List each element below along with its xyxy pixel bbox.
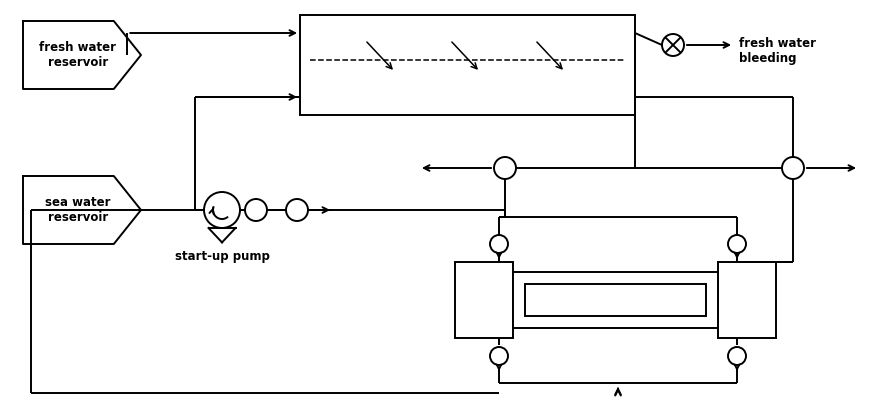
Text: sea water
reservoir: sea water reservoir <box>45 196 110 224</box>
Text: start-up pump: start-up pump <box>174 250 269 263</box>
Bar <box>525 284 706 316</box>
Polygon shape <box>23 21 141 89</box>
Circle shape <box>728 347 746 365</box>
Polygon shape <box>23 176 141 244</box>
Circle shape <box>204 192 240 228</box>
Circle shape <box>490 235 508 253</box>
Text: fresh water
reservoir: fresh water reservoir <box>39 41 116 69</box>
Bar <box>455 262 513 338</box>
Circle shape <box>662 34 684 56</box>
Circle shape <box>782 157 804 179</box>
Circle shape <box>494 157 516 179</box>
Circle shape <box>245 199 267 221</box>
Bar <box>300 15 635 115</box>
Circle shape <box>490 347 508 365</box>
Circle shape <box>728 235 746 253</box>
Bar <box>718 262 776 338</box>
Text: fresh water
bleeding: fresh water bleeding <box>739 37 816 65</box>
Bar <box>513 272 718 328</box>
Circle shape <box>286 199 308 221</box>
